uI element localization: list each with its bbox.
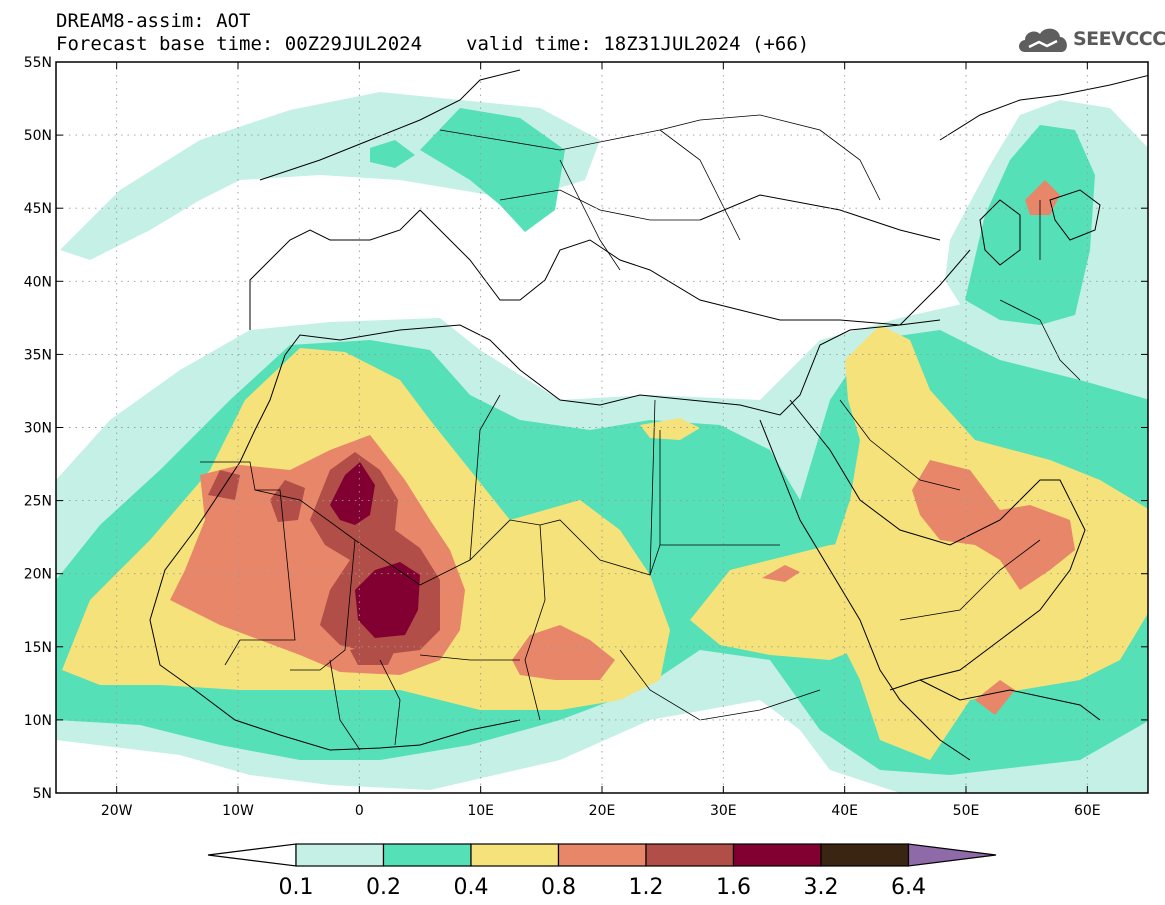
lon-tick-label: 30E	[710, 803, 737, 819]
lat-tick-label: 10N	[24, 713, 52, 729]
lat-tick-label: 40N	[24, 274, 52, 290]
colorbar-label: 0.4	[454, 875, 489, 900]
colorbar-segment	[470, 843, 560, 867]
colorbar-segment	[557, 843, 647, 867]
colorbar-label: 6.4	[891, 875, 926, 900]
lon-tick-label: 20W	[101, 803, 133, 819]
lat-tick-label: 15N	[24, 640, 52, 656]
lat-tick-label: 35N	[24, 347, 52, 363]
lat-tick-label: 50N	[24, 128, 52, 144]
colorbar-label: 1.6	[716, 875, 751, 900]
colorbar-segment	[382, 843, 472, 867]
colorbar-label: 0.1	[279, 875, 314, 900]
colorbar-labels: 0.1 0.2 0.4 0.8 1.2 1.6 3.2 6.4	[279, 875, 927, 900]
lon-tick-label: 50E	[953, 803, 980, 819]
colorbar-label: 0.8	[541, 875, 576, 900]
base-time: Forecast base time: 00Z29JUL2024	[56, 33, 423, 55]
colorbar-max-arrow	[907, 843, 997, 867]
colorbar-label: 1.2	[629, 875, 664, 900]
lon-tick-label: 40E	[831, 803, 858, 819]
lon-tick-label: 20E	[589, 803, 616, 819]
aot-level-1-6	[330, 462, 420, 638]
map-title: DREAM8-assim: AOT	[56, 10, 251, 32]
colorbar-label: 0.2	[366, 875, 401, 900]
colorbar-min-arrow	[207, 843, 297, 867]
colorbar	[207, 843, 997, 867]
latitude-labels: 55N 50N 45N 40N 35N 30N 25N 20N 15N 10N 5N	[24, 55, 52, 802]
colorbar-segment	[732, 843, 822, 867]
lon-tick-label: 0	[355, 803, 364, 819]
colorbar-segment	[820, 843, 910, 867]
lat-tick-label: 45N	[24, 201, 52, 217]
lat-tick-label: 30N	[24, 421, 52, 437]
gridlines	[56, 62, 1148, 793]
lat-tick-label: 25N	[24, 494, 52, 510]
lon-tick-label: 10W	[222, 803, 254, 819]
colorbar-segment	[645, 843, 735, 867]
colorbar-segment	[295, 843, 385, 867]
aot-contours	[56, 92, 1148, 793]
valid-time: valid time: 18Z31JUL2024 (+66)	[466, 33, 810, 55]
forecast-times: Forecast base time: 00Z29JUL2024 valid ti…	[56, 33, 809, 55]
colorbar-label: 3.2	[804, 875, 839, 900]
cloud-icon	[1019, 28, 1067, 52]
seevccc-logo: SEEVCCC	[1015, 22, 1165, 58]
lat-tick-label: 5N	[33, 786, 52, 802]
lat-tick-label: 20N	[24, 567, 52, 583]
lon-tick-label: 60E	[1074, 803, 1101, 819]
lon-tick-label: 10E	[467, 803, 494, 819]
lat-tick-label: 55N	[24, 55, 52, 71]
coastlines	[149, 69, 1148, 761]
axis-ticks	[56, 61, 1148, 794]
longitude-labels: 20W 10W 0 10E 20E 30E 40E 50E 60E	[101, 803, 1101, 819]
